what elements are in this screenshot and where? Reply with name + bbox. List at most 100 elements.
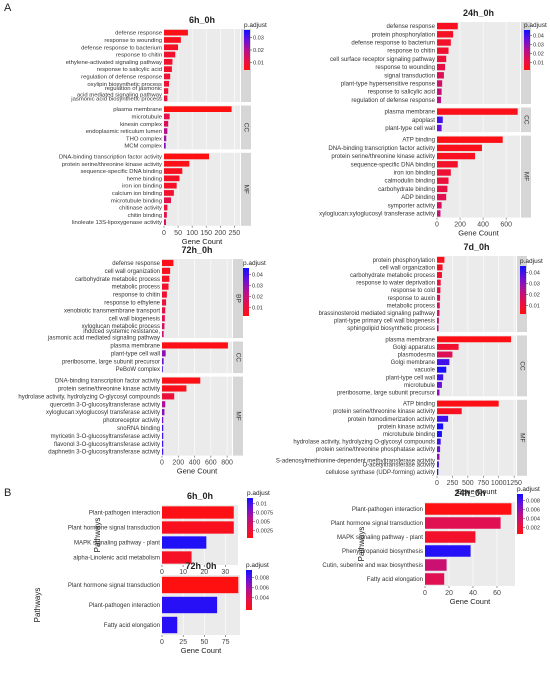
chart-4-category-label-protein-kinase-activity: protein kinase activity bbox=[378, 424, 435, 430]
chart-3-category-label-protein-serine-threonine-kinase-activity: protein serine/threonine kinase activity bbox=[58, 386, 160, 392]
chart-6-colorbar-tick-label: 0.004 bbox=[526, 516, 540, 522]
chart-2-category-label-protein-serine-threonine-kinase-activity: protein serine/threonine kinase activity bbox=[331, 153, 436, 160]
chart-4-category-label-protein-homodimerization-activity: protein homodimerization activity bbox=[348, 417, 435, 423]
chart-4-bar-protein-kinase-activity bbox=[437, 423, 444, 430]
chart-3-category-label-dna-binding-transcription-factor-activit: DNA-binding transcription factor activit… bbox=[55, 379, 160, 385]
chart-1-bar-endoplasmic-reticulum-lumen bbox=[164, 128, 168, 134]
chart-5-colorbar-tick-label: 0.0025 bbox=[256, 529, 273, 535]
chart-7-x-axis-label: Gene Count bbox=[181, 646, 222, 655]
chart-2-category-label-calmodulin-binding: calmodulin binding bbox=[385, 178, 435, 185]
chart-4-category-label-o-acetyltransferase-activity: O-acetyltransferase activity bbox=[363, 462, 435, 468]
chart-6-category-label-phenylpropanoid-biosynthesis: Phenylpropanoid biosynthesis bbox=[342, 548, 423, 555]
chart-2-facet-label-cc: CC bbox=[522, 115, 529, 125]
chart-3-bar-flavonol-3-o-glucosyltransferase-activit bbox=[162, 440, 164, 447]
chart-1-bar-kinesin-complex bbox=[164, 120, 169, 127]
chart-4-bar-microtubule bbox=[437, 381, 442, 388]
chart-1-category-label-iron-ion-binding: iron ion binding bbox=[122, 184, 162, 190]
chart-4-bar-protein-homodimerization-activity bbox=[437, 415, 449, 422]
chart-1-category-label-mcm-complex: MCM complex bbox=[124, 144, 162, 150]
chart-5-x-tick-label-10: 10 bbox=[179, 569, 187, 576]
chart-4-bar-hydrolase-activity-hydrolyzing-o-glycosy bbox=[437, 438, 441, 445]
chart-2-category-label-adp-binding: ADP binding bbox=[401, 194, 435, 201]
chart-6-bar-mapk-signaling-pathway-plant bbox=[425, 531, 476, 543]
chart-2-category-label-plant-type-cell-wall: plant-type cell wall bbox=[385, 125, 435, 132]
chart-2-colorbar-tick-label: 0.04 bbox=[533, 33, 544, 39]
chart-2-facet-strip bbox=[521, 135, 531, 218]
chart-4-bar-microtubule-binding bbox=[437, 431, 442, 437]
chart-1-category-label-response-to-salicylic-acid: response to salicylic acid bbox=[97, 67, 162, 73]
chart-1-category-label-plasma-membrane: plasma membrane bbox=[113, 107, 163, 113]
chart-4-bar-plasma-membrane bbox=[437, 336, 512, 343]
chart-4-category-label-response-to-water-deprivation: response to water deprivation bbox=[356, 281, 435, 287]
chart-4-bar-cellulose-synthase-udp-forming-activity bbox=[437, 469, 439, 475]
chart-2-bar-response-to-chitin bbox=[437, 47, 449, 54]
chart-1-facet-label-mf: MF bbox=[242, 185, 249, 194]
chart-3-bar-metabolic-process bbox=[162, 283, 169, 290]
chart-2-bar-response-to-wounding bbox=[437, 63, 446, 71]
chart-5-x-tick-label-0: 0 bbox=[160, 569, 164, 576]
chart-7-category-label-fatty-acid-elongation: Fatty acid elongation bbox=[104, 622, 160, 629]
chart-2-x-axis-label: Gene Count bbox=[458, 229, 499, 238]
chart-2-category-label-response-to-wounding: response to wounding bbox=[375, 64, 435, 71]
chart-3-bar-plasma-membrane bbox=[162, 342, 228, 349]
chart-4-bar-metabolic-process bbox=[437, 302, 440, 309]
chart-3-colorbar-tick-label: 0.01 bbox=[252, 305, 263, 311]
chart-4-category-label-plant-type-cell-wall: plant-type cell wall bbox=[386, 375, 435, 381]
chart-1-category-label-protein-serine-threonine-kinase-activity: protein serine/threonine kinase activity bbox=[62, 162, 162, 168]
chart-3-category-label-quercetin-3-o-glucosyltransferase-activi: quercetin 3-O-glucosyltransferase activi… bbox=[50, 402, 160, 408]
chart-2-x-tick-label-600: 600 bbox=[500, 222, 512, 229]
chart-1-colorbar-tick-label: 0.01 bbox=[253, 61, 264, 67]
chart-2-bar-xyloglucan-xyloglucosyl-transferase-acti bbox=[437, 210, 441, 217]
chart-3-category-label-line: induced systemic resistance, bbox=[83, 329, 160, 335]
chart-7-colorbar bbox=[246, 570, 252, 610]
chart-2-bar-plasma-membrane bbox=[437, 108, 518, 115]
chart-6-x-tick-label-60: 60 bbox=[493, 590, 501, 597]
chart-2-bar-defense-response-to-bacterium bbox=[437, 39, 451, 46]
chart-4-bar-sphingolipid-biosynthetic-process bbox=[437, 325, 439, 332]
chart-1-category-label-chitinase-activity: chitinase activity bbox=[119, 206, 162, 212]
chart-4-bar-protein-serine-threonine-phosphatase-act bbox=[437, 446, 441, 453]
chart-4-category-label-cell-wall-organization: cell wall organization bbox=[380, 265, 435, 271]
chart-3-bar-plant-type-cell-wall bbox=[162, 350, 166, 357]
chart-4-category-label-plasmodesma: plasmodesma bbox=[398, 353, 436, 359]
chart-5-category-label-mapk-signaling-pathway-plant: MAPK signaling pathway - plant bbox=[74, 540, 160, 547]
chart-2-category-label-symporter-activity: symporter activity bbox=[388, 202, 436, 209]
chart-5-y-axis-label: Pathways bbox=[93, 518, 102, 553]
chart-4-bar-response-to-cold bbox=[437, 287, 441, 294]
chart-3-bar-photoreceptor-activity bbox=[162, 416, 164, 424]
chart-3-colorbar bbox=[243, 268, 249, 316]
chart-2-colorbar-tick-label: 0.02 bbox=[533, 52, 544, 58]
chart-4-colorbar-tick-label: 0.02 bbox=[529, 292, 540, 298]
chart-3-x-tick-label-0: 0 bbox=[160, 460, 164, 467]
chart-4-category-label-cellulose-synthase-udp-forming-activity: cellulose synthase (UDP-forming) activit… bbox=[326, 470, 435, 476]
chart-1-bar-microtubule bbox=[164, 113, 170, 120]
chart-3-bar-preribosome-large-subunit-precursor bbox=[162, 358, 164, 365]
chart-3-bar-protein-serine-threonine-kinase-activity bbox=[162, 385, 187, 392]
chart-1-category-label-tho-complex: THO complex bbox=[126, 136, 162, 142]
chart-2-facet-strip bbox=[521, 107, 531, 133]
chart-6-category-label-plant-pathogen-interaction: Plant-pathogen interaction bbox=[352, 506, 423, 513]
chart-3-legend-title: p.adjust bbox=[243, 260, 266, 267]
chart-7-x-tick-label-50: 50 bbox=[200, 639, 208, 646]
chart-3-bar-xyloglucan-xyloglucosyl-transferase-acti bbox=[162, 409, 165, 416]
chart-6-category-label-plant-hormone-signal-transduction: Plant hormone signal transduction bbox=[331, 520, 423, 527]
chart-2-bar-regulation-of-defense-response bbox=[437, 96, 442, 104]
chart-3-x-tick-label-200: 200 bbox=[172, 460, 184, 467]
chart-3-x-axis-label: Gene Count bbox=[177, 467, 218, 476]
chart-4-category-label-atp-binding: ATP binding bbox=[403, 402, 435, 408]
chart-4-category-label-metabolic-process: metabolic process bbox=[387, 303, 435, 309]
chart-2-bar-apoplast bbox=[437, 116, 443, 123]
chart-1-category-label-heme-binding: heme binding bbox=[127, 176, 162, 182]
chart-1-category-label-calcium-ion-binding: calcium ion binding bbox=[112, 191, 162, 197]
chart-7-bar-plant-pathogen-interaction bbox=[162, 596, 218, 614]
chart-1-category-label-regulation-of-defense-response: regulation of defense response bbox=[81, 74, 163, 80]
chart-4-category-label-s-adenosylmethionine-dependent-methyltra: S-adenosylmethionine-dependent methyltra… bbox=[276, 458, 435, 464]
chart-7-title: 72h_0h bbox=[185, 561, 216, 571]
chart-4-category-label-protein-phosphorylation: protein phosphorylation bbox=[373, 258, 435, 264]
chart-6-title: 24h_0h bbox=[454, 488, 485, 498]
chart-4-category-label-microtubule: microtubule bbox=[404, 383, 436, 389]
chart-1-bar-mcm-complex bbox=[164, 142, 166, 149]
chart-2-bar-cell-surface-receptor-signaling-pathway bbox=[437, 55, 447, 63]
chart-5-category-label-alpha-linolenic-acid-metabolism: alpha-Linolenic acid metabolism bbox=[73, 555, 160, 562]
